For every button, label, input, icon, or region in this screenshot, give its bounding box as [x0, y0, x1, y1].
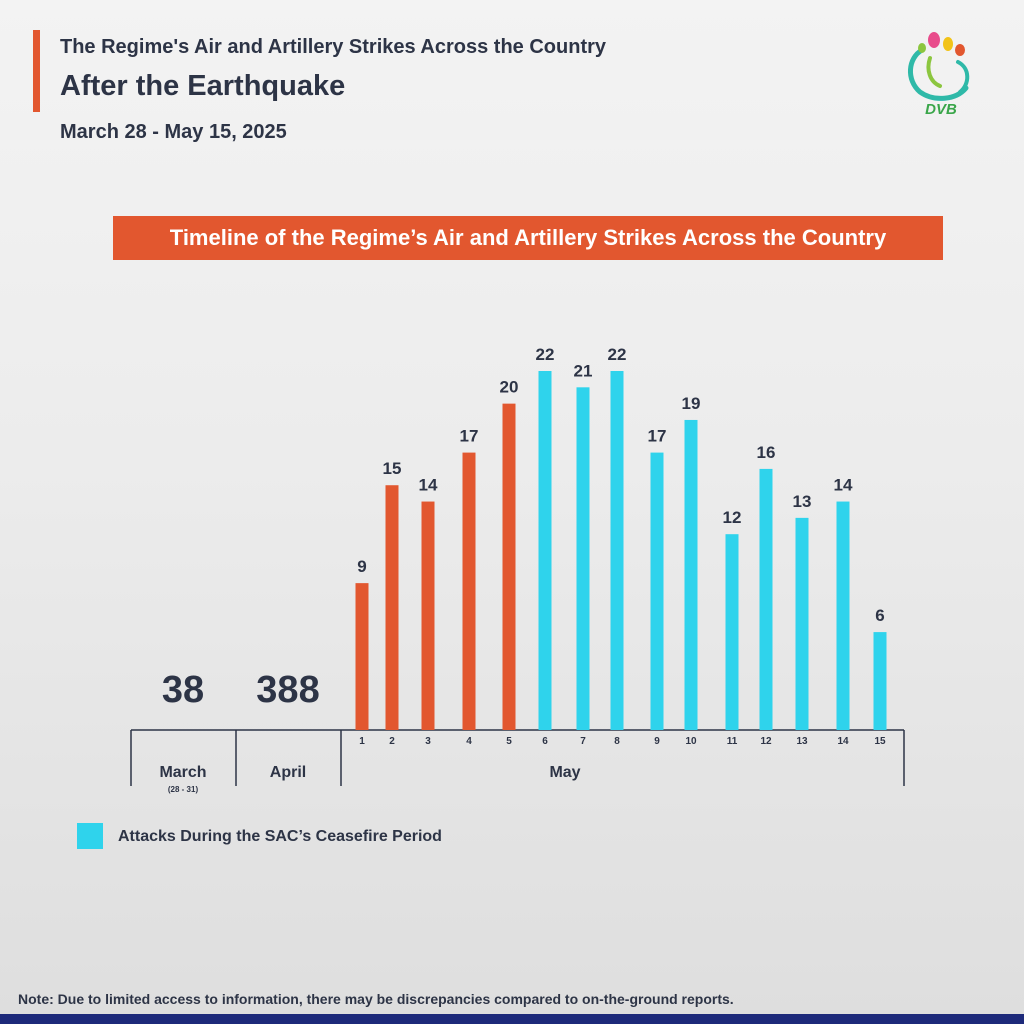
- header-kicker: The Regime's Air and Artillery Strikes A…: [60, 36, 607, 58]
- chart-title-banner: Timeline of the Regime’s Air and Artille…: [113, 216, 943, 260]
- bar-may-4: [462, 452, 476, 730]
- total-value-april: 388: [256, 669, 319, 711]
- dvb-logo: DVB: [908, 32, 970, 118]
- data-label-may-3: 14: [419, 476, 438, 495]
- total-value-march: 38: [162, 669, 204, 711]
- bar-may-5: [502, 403, 516, 730]
- bar-may-14: [836, 501, 850, 730]
- period-sublabel-march: (28 - 31): [168, 785, 199, 794]
- header-accent-bar: [33, 30, 40, 112]
- bar-may-1: [355, 583, 369, 730]
- data-label-may-5: 20: [500, 378, 519, 397]
- bar-may-3: [421, 501, 435, 730]
- tick-label-may-7: 7: [580, 736, 586, 747]
- data-label-may-14: 14: [834, 476, 853, 495]
- bar-may-15: [873, 632, 887, 730]
- tick-label-may-4: 4: [466, 736, 472, 747]
- data-label-may-6: 22: [536, 345, 555, 364]
- data-label-may-10: 19: [682, 394, 701, 413]
- bar-may-8: [610, 371, 624, 730]
- data-label-may-7: 21: [574, 361, 593, 380]
- data-label-may-13: 13: [793, 492, 812, 511]
- data-label-may-15: 6: [875, 606, 884, 625]
- bar-may-13: [795, 517, 809, 730]
- tick-label-may-9: 9: [654, 736, 660, 747]
- tick-label-may-3: 3: [425, 736, 431, 747]
- bar-may-7: [576, 387, 590, 730]
- period-label-april: April: [270, 764, 306, 781]
- legend-swatch-ceasefire: [77, 823, 103, 849]
- tick-label-may-15: 15: [874, 736, 886, 747]
- bar-may-12: [759, 468, 773, 730]
- data-label-may-8: 22: [608, 345, 627, 364]
- bar-may-6: [538, 371, 552, 730]
- bar-may-2: [385, 485, 399, 730]
- tick-label-may-1: 1: [359, 736, 365, 747]
- tick-label-may-14: 14: [837, 736, 849, 747]
- legend-label-ceasefire: Attacks During the SAC’s Ceasefire Perio…: [118, 828, 442, 845]
- tick-label-may-6: 6: [542, 736, 548, 747]
- tick-label-may-5: 5: [506, 736, 512, 747]
- data-label-may-4: 17: [460, 427, 479, 446]
- bottom-strip: [0, 1014, 1024, 1024]
- bar-may-11: [725, 534, 739, 730]
- data-label-may-1: 9: [357, 557, 366, 576]
- data-label-may-9: 17: [648, 427, 667, 446]
- bar-may-10: [684, 419, 698, 730]
- tick-label-may-11: 11: [727, 736, 738, 747]
- page-title: After the Earthquake: [60, 70, 346, 102]
- tick-label-may-13: 13: [796, 736, 808, 747]
- footnote: Note: Due to limited access to informati…: [18, 991, 734, 1007]
- period-label-may: May: [549, 764, 580, 781]
- tick-label-may-2: 2: [389, 736, 395, 747]
- data-label-may-2: 15: [383, 459, 402, 478]
- period-label-march: March: [159, 764, 206, 781]
- bar-may-9: [650, 452, 664, 730]
- data-label-may-12: 16: [757, 443, 776, 462]
- date-range: March 28 - May 15, 2025: [60, 121, 287, 143]
- logo-text: DVB: [925, 101, 957, 118]
- tick-label-may-10: 10: [685, 736, 697, 747]
- tick-label-may-8: 8: [614, 736, 620, 747]
- tick-label-may-12: 12: [760, 736, 772, 747]
- data-label-may-11: 12: [723, 508, 742, 527]
